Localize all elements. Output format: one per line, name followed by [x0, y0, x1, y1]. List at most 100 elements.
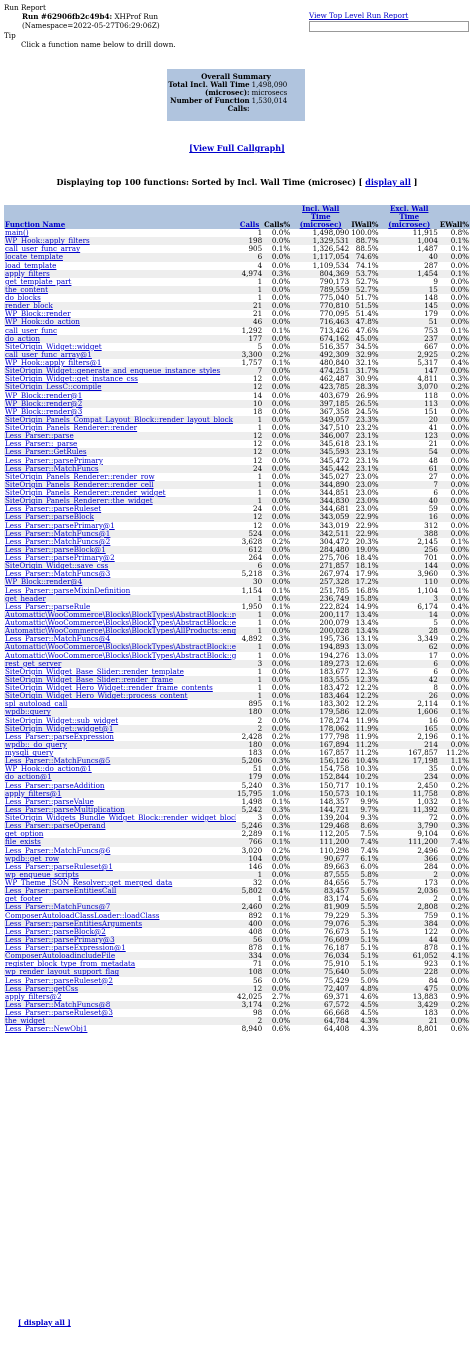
function-link[interactable]: the_content	[5, 285, 49, 294]
function-link[interactable]: apply_filters	[5, 269, 50, 278]
function-link[interactable]: Less_Parser::parseOperand	[5, 822, 106, 831]
function-link[interactable]: apply_filters@1	[5, 789, 62, 798]
col-excl-wall[interactable]: Excl. Wall Time (microsec)	[388, 204, 431, 229]
function-link[interactable]: do_blocks	[5, 294, 41, 302]
function-link[interactable]: SiteOrigin_Widgets_Bundle_Widget_Block::…	[5, 814, 236, 822]
function-link[interactable]: spl_autoload_call	[5, 700, 68, 709]
function-link[interactable]: do_action@1	[5, 773, 52, 782]
function-link[interactable]: Less_Parser::getCss	[5, 984, 79, 993]
function-link[interactable]: SiteOrigin_Panels_Renderer::render_row	[5, 472, 155, 481]
function-link[interactable]: SiteOrigin_Widget::sub_widget	[5, 716, 119, 725]
function-link[interactable]: Automattic\WooCommerce\Blocks\BlockTypes…	[5, 610, 236, 619]
function-link[interactable]: Less_Parser::parseExpression@1	[5, 944, 126, 952]
function-link[interactable]: WP_Hook::do_action@1	[5, 765, 92, 774]
function-link[interactable]: Less_Parser::GetRules	[5, 448, 87, 457]
function-link[interactable]: Less_Parser::parseExpression	[5, 732, 114, 741]
function-link[interactable]: apply_filters@2	[5, 992, 62, 1001]
function-link[interactable]: Less_Parser::_parse	[5, 440, 78, 449]
function-link[interactable]: the_widget	[5, 1017, 46, 1026]
function-link[interactable]: WP_Hook::do_action	[5, 318, 80, 327]
function-link[interactable]: WP_Hook::apply_filters@1	[5, 359, 102, 367]
function-link[interactable]: Less_Parser::MatchFuncs@3	[5, 570, 111, 579]
function-link[interactable]: SiteOrigin_Widget::generate_and_enqueue_…	[5, 367, 221, 376]
function-link[interactable]: Less_Parser::parseMultiplication	[5, 805, 125, 814]
col-incl-wall[interactable]: Incl. Wall Time (microsec)	[299, 204, 342, 229]
col-calls[interactable]: Calls	[239, 220, 260, 229]
function-link[interactable]: WP_Theme_JSON_Resolver::get_merged_data	[5, 879, 173, 887]
col-function-name[interactable]: Function Name	[5, 220, 66, 229]
function-link[interactable]: SiteOrigin_Panels_Renderer::the_widget	[5, 497, 153, 506]
function-link[interactable]: Less_Parser::parseBlock	[5, 513, 95, 522]
function-link[interactable]: WP_Block::render@3	[5, 407, 83, 416]
function-link[interactable]: Less_Parser::parseRuleset@2	[5, 976, 113, 985]
function-link[interactable]: mysqli_query	[5, 749, 54, 757]
function-link[interactable]: Less_Parser::parse	[5, 432, 74, 441]
display-all-bottom-link[interactable]: [ display all ]	[18, 1318, 71, 1327]
function-link[interactable]: Less_Parser::parseMixinDefinition	[5, 586, 131, 595]
function-link[interactable]: get_footer	[5, 895, 43, 904]
function-link[interactable]: wpdb::_do_query	[5, 740, 67, 749]
function-link[interactable]: SiteOrigin_Widget::get_instance_css	[5, 375, 138, 384]
function-link[interactable]: file_exists	[5, 838, 41, 847]
function-link[interactable]: Less_Parser::parseRuleset@3	[5, 1009, 113, 1017]
function-link[interactable]: wp_render_layout_support_flag	[5, 968, 120, 977]
function-link[interactable]: render_block	[5, 302, 53, 311]
function-link[interactable]: Less_Parser::parsePrimary@3	[5, 935, 115, 944]
function-link[interactable]: Less_Parser::MatchFuncs@1	[5, 529, 111, 538]
function-link[interactable]: get_header	[5, 594, 46, 603]
function-link[interactable]: Less_Parser::parseBlock@1	[5, 545, 106, 554]
function-link[interactable]: do_action	[5, 334, 40, 343]
function-link[interactable]: Less_Parser::parseRuleset	[5, 505, 102, 514]
function-link[interactable]: SiteOrigin_Widget::save_css	[5, 562, 109, 571]
function-link[interactable]: SiteOrigin_LessC::compile	[5, 383, 102, 392]
function-link[interactable]: WP_Block::render	[5, 310, 71, 319]
view-callgraph-link[interactable]: [View Full Callgraph]	[189, 143, 285, 153]
function-link[interactable]: Less_Parser::NewObj1	[5, 1025, 88, 1034]
function-link[interactable]: wpdb::get_row	[5, 854, 60, 863]
function-link[interactable]: get_template_part	[5, 277, 72, 286]
function-link[interactable]: wpdb::query	[5, 708, 51, 717]
function-link[interactable]: Less_Parser::parseAddition	[5, 781, 105, 790]
function-link[interactable]: call_user_func	[5, 326, 58, 335]
function-link[interactable]: Less_Parser::MatchFuncs	[5, 464, 99, 473]
function-link[interactable]: call_user_func_array	[5, 245, 81, 254]
function-link[interactable]: WP_Block::render@2	[5, 399, 83, 408]
function-link[interactable]: Less_Parser::parsePrimary	[5, 456, 103, 465]
function-link[interactable]: SiteOrigin_Widget_Hero_Widget::render_fr…	[5, 684, 213, 692]
function-link[interactable]: call_user_func_array@1	[5, 350, 92, 359]
function-link[interactable]: Automattic\WooCommerce\Blocks\BlockTypes…	[5, 619, 236, 627]
function-link[interactable]: Less_Parser::MatchFuncs@4	[5, 635, 111, 644]
function-link[interactable]: WP_Block::render@4	[5, 578, 83, 587]
function-link[interactable]: Automattic\WooCommerce\Blocks\BlockTypes…	[5, 651, 236, 660]
function-link[interactable]: Automattic\WooCommerce\Blocks\BlockTypes…	[5, 627, 236, 636]
function-link[interactable]: Less_Parser::parseEntitiesCall	[5, 887, 117, 896]
function-link[interactable]: SiteOrigin_Panels_Renderer::render_widge…	[5, 489, 166, 497]
function-link[interactable]: SiteOrigin_Widget_Base_Slider::render_te…	[5, 667, 184, 676]
function-link[interactable]: SiteOrigin_Widget::widget	[5, 342, 102, 351]
function-link[interactable]: register_block_type_from_metadata	[5, 960, 136, 969]
function-link[interactable]: Less_Parser::MatchFuncs@2	[5, 537, 111, 546]
function-link[interactable]: Less_Parser::parseValue	[5, 797, 94, 806]
function-link[interactable]: locate_template	[5, 253, 63, 262]
function-link[interactable]: rest_get_server	[5, 659, 62, 668]
function-link[interactable]: Automattic\WooCommerce\Blocks\BlockTypes…	[5, 643, 236, 652]
function-link[interactable]: WP_Block::render@1	[5, 391, 83, 400]
function-link[interactable]: Less_Parser::MatchFuncs@8	[5, 1000, 111, 1009]
function-link[interactable]: Less_Parser::parseRuleset@1	[5, 862, 113, 871]
top-level-report-link[interactable]: View Top Level Run Report	[309, 11, 409, 20]
function-link[interactable]: WP_Hook::apply_filters	[5, 237, 90, 246]
function-link[interactable]: Less_Parser::parsePrimary@2	[5, 554, 115, 562]
function-link[interactable]: Less_Parser::parseBlock@2	[5, 927, 106, 936]
function-link[interactable]: SiteOrigin_Widget_Base_Slider::render_fr…	[5, 675, 174, 684]
function-link[interactable]: get_option	[5, 830, 44, 839]
function-link[interactable]: Less_Parser::parsePrimary@1	[5, 521, 115, 530]
function-link[interactable]: SiteOrigin_Panels_Compat_Layout_Block::r…	[5, 415, 233, 424]
function-link[interactable]: SiteOrigin_Widget_Hero_Widget::process_c…	[5, 692, 188, 701]
function-link[interactable]: ComposerAutoloadincludeFile	[5, 952, 116, 961]
function-link[interactable]: Less_Parser::parseEntitiesArguments	[5, 919, 143, 928]
function-link[interactable]: SiteOrigin_Panels_Renderer::render	[5, 424, 138, 432]
function-link[interactable]: Less_Parser::parseRule	[5, 602, 91, 611]
function-link[interactable]: SiteOrigin_Panels_Renderer::render_cell	[5, 480, 154, 489]
function-link[interactable]: Less_Parser::MatchFuncs@6	[5, 846, 111, 855]
function-link[interactable]: ComposerAutoloadClassLoader::loadClass	[5, 911, 160, 920]
